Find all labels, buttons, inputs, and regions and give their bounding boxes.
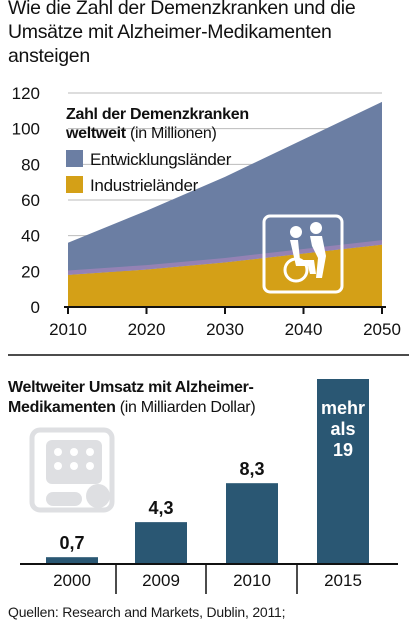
chart1-title-line1: Zahl der Demenzkranken bbox=[66, 106, 249, 123]
chart2-bar bbox=[226, 483, 278, 564]
chart2-bar bbox=[317, 379, 369, 564]
chart2-data-label: als bbox=[330, 419, 355, 439]
chart2-x-axis: 2000 2009 2010 2015 bbox=[20, 563, 398, 594]
chart2-data-label: 4,3 bbox=[148, 498, 173, 518]
chart1-legend: Entwicklungsländer Industrieländer bbox=[66, 150, 232, 195]
chart2-data-label: mehr bbox=[321, 398, 365, 418]
chart2-x-tick-label: 2010 bbox=[233, 571, 271, 590]
revenue-bar-chart: Weltweiter Umsatz mit Alzheimer- Medikam… bbox=[8, 354, 409, 594]
chart1-y-tick-label: 100 bbox=[12, 120, 40, 139]
chart1-y-tick-label: 80 bbox=[21, 155, 40, 174]
chart1-y-tick-label: 40 bbox=[21, 227, 40, 246]
chart1-legend-swatch bbox=[66, 150, 83, 167]
wheelchair-caregiver-icon bbox=[262, 214, 344, 294]
chart2-title-line1: Weltweiter Umsatz mit Alzheimer- bbox=[8, 379, 254, 396]
chart2-bar bbox=[46, 557, 98, 564]
chart1-x-tick-label: 2050 bbox=[363, 320, 401, 339]
headline: Wie die Zahl der Demenzkranken und die U… bbox=[8, 0, 356, 67]
chart1-legend-label: Entwicklungsländer bbox=[90, 150, 232, 169]
chart2-x-tick-label: 2000 bbox=[53, 571, 91, 590]
chart1-y-tick-label: 0 bbox=[31, 298, 40, 317]
chart2-bar bbox=[135, 522, 187, 564]
chart1-x-tick-label: 2010 bbox=[49, 320, 87, 339]
chart2-x-tick-label: 2009 bbox=[142, 571, 180, 590]
chart1-title: Zahl der Demenzkranken weltweit (in Mill… bbox=[65, 106, 249, 142]
chart1-x-tick-label: 2030 bbox=[206, 320, 244, 339]
chart2-data-label: 0,7 bbox=[59, 533, 84, 553]
chart1-title-line2: weltweit (in Millionen) bbox=[65, 125, 216, 142]
chart2-data-label: 19 bbox=[333, 440, 353, 460]
chart1-y-tick-label: 20 bbox=[21, 262, 40, 281]
source-note: Quellen: Research and Markets, Dublin, 2… bbox=[8, 604, 286, 620]
chart1-boundary-band bbox=[68, 240, 382, 275]
chart1-y-tick-label: 60 bbox=[21, 191, 40, 210]
pill-blister-icon bbox=[29, 427, 115, 513]
chart1-legend-label: Industrieländer bbox=[90, 176, 199, 195]
chart1-legend-swatch bbox=[66, 176, 83, 193]
chart2-x-tick-label: 2015 bbox=[324, 571, 362, 590]
chart1-x-axis: 2010 2020 2030 2040 2050 bbox=[49, 306, 401, 339]
chart1-x-tick-label: 2020 bbox=[128, 320, 166, 339]
chart1-x-tick-label: 2040 bbox=[285, 320, 323, 339]
chart2-data-label: 8,3 bbox=[239, 459, 264, 479]
chart1-y-axis: 0 20 40 60 80 100 120 bbox=[12, 84, 40, 317]
chart2-title-line2: Medikamenten (in Milliarden Dollar) bbox=[8, 399, 255, 416]
chart1-area-entwicklungsländer bbox=[68, 101, 382, 275]
chart1-y-tick-label: 120 bbox=[12, 84, 40, 103]
